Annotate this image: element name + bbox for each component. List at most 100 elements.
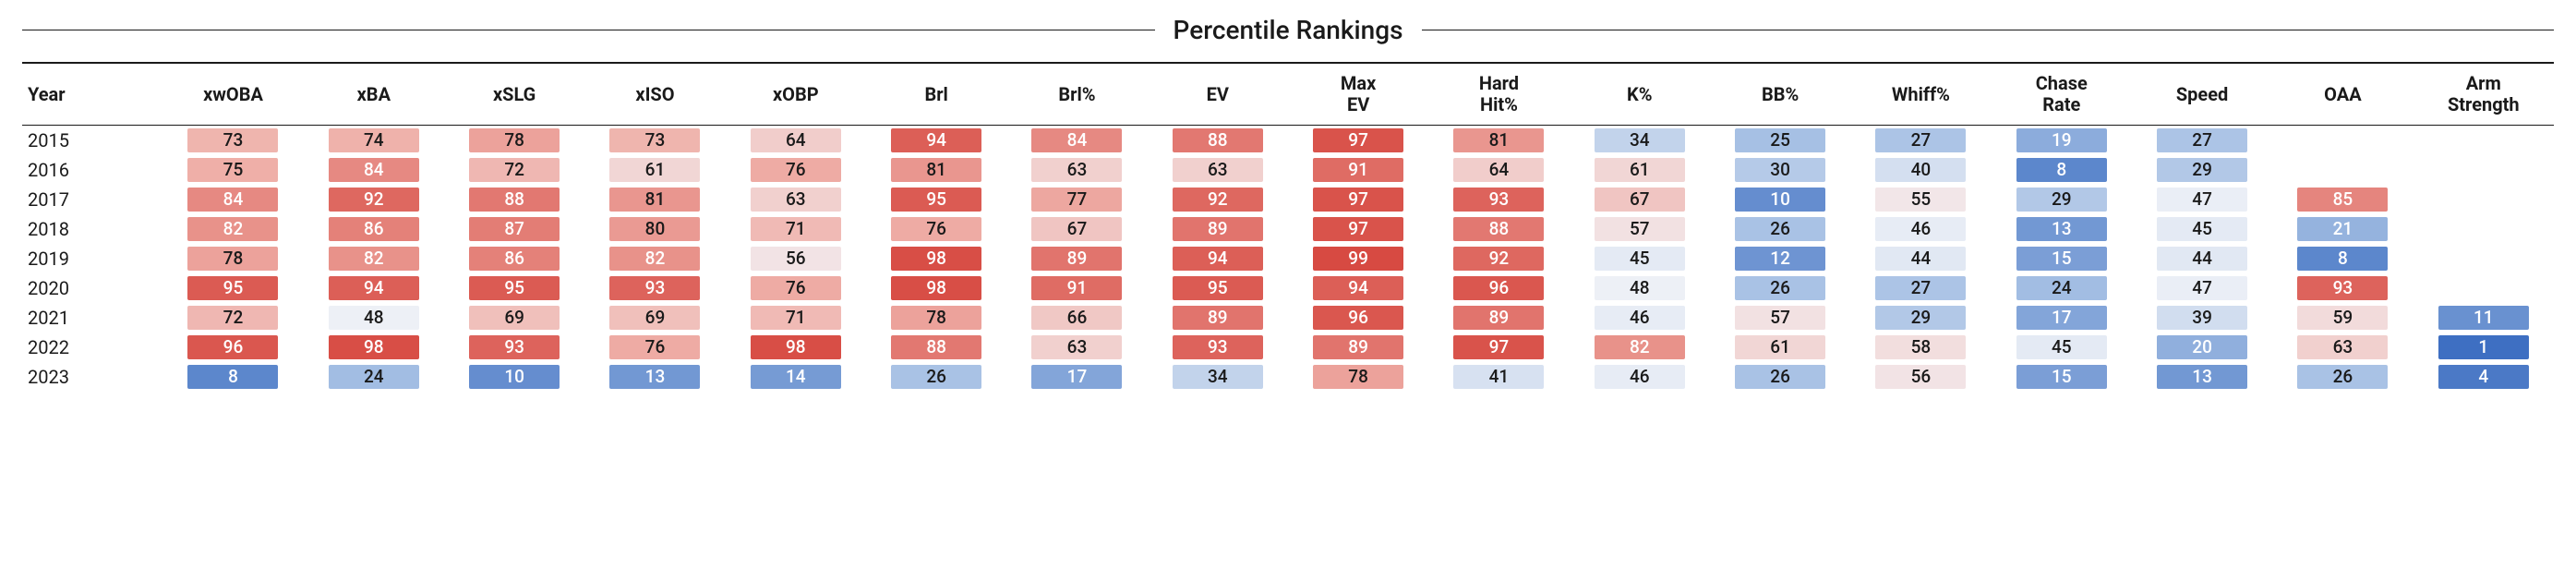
table-row: 20197882868256988994999245124415448 — [22, 244, 2554, 273]
percentile-pill: 76 — [609, 335, 700, 359]
value-cell: 98 — [304, 333, 444, 362]
percentile-pill: 24 — [329, 365, 419, 389]
value-cell: 39 — [2132, 303, 2272, 333]
percentile-pill: 21 — [2297, 217, 2388, 241]
value-cell: 88 — [866, 333, 1006, 362]
value-cell — [2413, 185, 2554, 214]
value-cell: 76 — [866, 214, 1006, 244]
value-cell: 89 — [1428, 303, 1569, 333]
value-cell: 8 — [1992, 155, 2132, 185]
value-cell: 8 — [2272, 244, 2413, 273]
value-cell: 61 — [1710, 333, 1850, 362]
percentile-pill: 46 — [1595, 306, 1685, 330]
value-cell: 82 — [304, 244, 444, 273]
percentile-pill: 82 — [609, 247, 700, 271]
percentile-pill: 10 — [469, 365, 560, 389]
percentile-pill: 76 — [891, 217, 981, 241]
percentile-pill: 40 — [1875, 158, 1966, 182]
value-cell — [2413, 214, 2554, 244]
value-cell: 99 — [1288, 244, 1428, 273]
percentile-pill: 96 — [1313, 306, 1403, 330]
value-cell: 24 — [1992, 273, 2132, 303]
value-cell: 97 — [1428, 333, 1569, 362]
percentile-pill: 95 — [187, 276, 278, 300]
percentile-pill: 89 — [1313, 335, 1403, 359]
value-cell: 73 — [163, 126, 303, 156]
percentile-pill: 46 — [1875, 217, 1966, 241]
percentile-pill: 86 — [469, 247, 560, 271]
value-cell: 86 — [444, 244, 584, 273]
value-cell: 19 — [1992, 126, 2132, 156]
table-row: 202095949593769891959496482627244793 — [22, 273, 2554, 303]
value-cell: 46 — [1570, 362, 1710, 392]
table-row: 20217248696971786689968946572917395911 — [22, 303, 2554, 333]
percentile-pill: 45 — [2157, 217, 2247, 241]
percentile-pill: 98 — [751, 335, 841, 359]
percentile-pill: 30 — [1735, 158, 1825, 182]
value-cell: 17 — [1992, 303, 2132, 333]
table-header-row: YearxwOBAxBAxSLGxISOxOBPBrlBrl%EVMaxEVHa… — [22, 63, 2554, 126]
percentile-pill: 92 — [1453, 247, 1544, 271]
value-cell: 91 — [1288, 155, 1428, 185]
value-cell: 55 — [1850, 185, 1991, 214]
percentile-pill: 93 — [1453, 188, 1544, 212]
percentile-pill: 4 — [2438, 365, 2529, 389]
value-cell: 67 — [1006, 214, 1147, 244]
percentile-pill: 71 — [751, 217, 841, 241]
percentile-pill: 84 — [329, 158, 419, 182]
percentile-pill: 93 — [1173, 335, 1263, 359]
value-cell: 76 — [726, 273, 866, 303]
value-cell: 80 — [584, 214, 725, 244]
percentile-pill: 17 — [1031, 365, 1122, 389]
percentile-pill: 61 — [1735, 335, 1825, 359]
value-cell: 96 — [1288, 303, 1428, 333]
value-cell — [2413, 273, 2554, 303]
value-cell: 82 — [163, 214, 303, 244]
value-cell: 44 — [1850, 244, 1991, 273]
percentile-pill: 44 — [1875, 247, 1966, 271]
value-cell: 29 — [1992, 185, 2132, 214]
percentile-pill: 26 — [891, 365, 981, 389]
value-cell: 88 — [1428, 214, 1569, 244]
table-row: 2015737478736494848897813425271927 — [22, 126, 2554, 156]
value-cell: 25 — [1710, 126, 1850, 156]
value-cell: 48 — [304, 303, 444, 333]
value-cell: 93 — [1148, 333, 1288, 362]
value-cell: 63 — [1148, 155, 1288, 185]
percentile-pill: 29 — [1875, 306, 1966, 330]
value-cell: 47 — [2132, 273, 2272, 303]
value-cell: 78 — [866, 303, 1006, 333]
value-cell: 73 — [584, 126, 725, 156]
percentile-pill: 64 — [1453, 158, 1544, 182]
value-cell: 94 — [866, 126, 1006, 156]
title-bar: Percentile Rankings — [22, 15, 2554, 45]
value-cell: 98 — [866, 244, 1006, 273]
percentile-pill: 98 — [891, 276, 981, 300]
value-cell: 61 — [584, 155, 725, 185]
percentile-pill: 82 — [187, 217, 278, 241]
percentile-pill: 89 — [1453, 306, 1544, 330]
value-cell: 27 — [2132, 126, 2272, 156]
percentile-pill: 91 — [1031, 276, 1122, 300]
col-header: K% — [1570, 63, 1710, 126]
value-cell: 85 — [2272, 185, 2413, 214]
value-cell: 91 — [1006, 273, 1147, 303]
table-row: 202382410131426173478414626561513264 — [22, 362, 2554, 392]
percentile-pill: 64 — [751, 128, 841, 152]
value-cell: 27 — [1850, 273, 1991, 303]
col-header: Brl% — [1006, 63, 1147, 126]
year-cell: 2023 — [22, 362, 163, 392]
percentile-pill: 95 — [891, 188, 981, 212]
percentile-pill: 81 — [1453, 128, 1544, 152]
value-cell: 98 — [726, 333, 866, 362]
percentile-pill: 80 — [609, 217, 700, 241]
table-body: 2015737478736494848897813425271927201675… — [22, 126, 2554, 393]
value-cell: 76 — [584, 333, 725, 362]
year-cell: 2019 — [22, 244, 163, 273]
col-header: Speed — [2132, 63, 2272, 126]
percentile-pill: 63 — [1031, 335, 1122, 359]
value-cell: 27 — [1850, 126, 1991, 156]
value-cell: 82 — [1570, 333, 1710, 362]
percentile-pill: 26 — [1735, 276, 1825, 300]
value-cell: 97 — [1288, 126, 1428, 156]
